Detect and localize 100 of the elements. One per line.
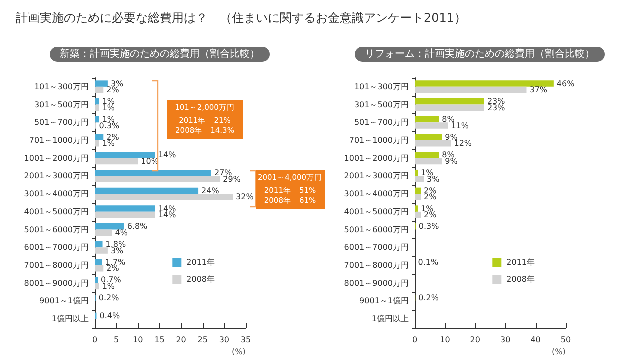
data-label: 0.4% [100, 311, 120, 320]
bar [415, 170, 418, 176]
bar [95, 194, 234, 200]
x-axis-title: (%) [552, 348, 566, 356]
data-label: 12% [454, 139, 472, 148]
data-label: 23% [487, 103, 506, 112]
bar [95, 176, 220, 182]
bar [95, 86, 104, 94]
x-tick-label: 0 [92, 336, 98, 344]
data-label: 46% [556, 79, 576, 88]
x-axis-title: (%) [232, 348, 246, 356]
data-label: 2% [106, 264, 120, 274]
bar [95, 241, 103, 248]
data-label: 32% [236, 192, 254, 202]
bar [415, 194, 422, 200]
x-tick-label: 40 [530, 336, 541, 344]
bar [95, 206, 156, 212]
data-label: 2% [106, 86, 120, 95]
bar [415, 206, 418, 212]
bar [95, 259, 102, 266]
data-label: 9% [445, 132, 458, 142]
y-tick-label: 101～300万円 [34, 82, 89, 92]
data-label: 0.2% [98, 294, 120, 303]
legend-label: 2008年 [186, 275, 215, 284]
data-label: 37% [530, 86, 548, 95]
bar [95, 283, 100, 290]
bar [95, 170, 212, 176]
data-label: 0.3% [418, 222, 440, 232]
y-tick-label: 9001～1億円 [360, 296, 409, 306]
y-tick-label: 4001～5000万円 [344, 207, 409, 216]
y-tick-label: 1億円以上 [372, 314, 409, 324]
bar [95, 224, 124, 230]
y-tick-label: 5001～6000万円 [344, 225, 409, 234]
y-tick-label: 9001～1億円 [40, 296, 89, 306]
bar [95, 212, 156, 218]
data-label: 14% [158, 150, 177, 160]
y-tick-label: 5001～6000万円 [24, 225, 89, 234]
y-tick-label: 3001～4000万円 [24, 190, 89, 199]
y-tick-label: 1億円以上 [52, 314, 89, 324]
data-label: 1.7% [105, 258, 126, 267]
y-tick-label: 701～1000万円 [29, 136, 89, 145]
chart-title: 計画実施のために必要な総費用は？ （住まいに関するお金意識アンケート2011） [16, 10, 467, 27]
bar [415, 152, 440, 158]
bar [95, 230, 112, 236]
data-label: 0.3% [99, 121, 120, 130]
bar [415, 116, 440, 123]
x-tick-label: 15 [154, 336, 165, 344]
data-label: 3% [110, 246, 124, 256]
data-label: 1% [102, 139, 116, 148]
bar [95, 152, 156, 158]
y-tick-label: 501～700万円 [354, 118, 409, 128]
x-tick-label: 10 [440, 336, 450, 344]
chart-subtitle: 新築：計画実施のための総費用（割合比較） [50, 47, 270, 62]
bar [415, 104, 484, 112]
bar [95, 158, 138, 165]
bar [415, 134, 442, 140]
data-label: 4% [115, 228, 128, 238]
data-label: 3% [110, 79, 124, 88]
x-tick-label: 5 [114, 336, 120, 344]
bar [95, 188, 199, 194]
data-label: 11% [451, 121, 470, 130]
bar [415, 86, 527, 94]
data-label: 3% [427, 174, 440, 184]
bar [95, 134, 104, 140]
data-label: 0.1% [418, 258, 440, 267]
y-tick-label: 2001～3000万円 [24, 172, 89, 181]
x-tick-label: 20 [470, 336, 480, 344]
bar [95, 248, 108, 254]
x-tick-label: 0 [412, 336, 418, 344]
y-tick-label: 6001～7000万円 [24, 243, 89, 252]
y-tick-label: 1001～2000万円 [344, 154, 409, 163]
bar [415, 188, 422, 194]
data-label: 1% [102, 103, 116, 112]
bar [95, 80, 108, 87]
x-tick-label: 30 [219, 336, 230, 344]
y-tick-label: 6001～7000万円 [344, 243, 409, 252]
y-tick-label: 4001～5000万円 [24, 207, 89, 216]
bar [415, 98, 484, 105]
y-tick-label: 2001～3000万円 [344, 172, 409, 181]
bar [95, 98, 100, 105]
data-label: 2% [424, 192, 438, 202]
bar [95, 266, 104, 272]
data-label: 1% [102, 282, 116, 291]
bar [415, 80, 554, 87]
bar [415, 212, 422, 218]
x-tick-label: 35 [240, 336, 252, 344]
x-tick-label: 25 [198, 336, 208, 344]
x-tick-label: 10 [133, 336, 144, 344]
x-tick-label: 20 [176, 336, 186, 344]
legend-label: 2011年 [186, 258, 215, 267]
y-tick-label: 3001～4000万円 [344, 190, 409, 199]
y-tick-label: 701～1000万円 [349, 136, 409, 145]
y-tick-label: 8001～9000万円 [24, 278, 89, 288]
x-tick-label: 50 [560, 336, 572, 344]
data-label: 6.8% [127, 222, 148, 232]
y-tick-label: 101～300万円 [354, 82, 409, 92]
data-label: 2% [106, 132, 120, 142]
data-label: 14% [158, 210, 177, 220]
y-tick-label: 1001～2000万円 [24, 154, 89, 163]
data-label: 24% [202, 186, 220, 196]
